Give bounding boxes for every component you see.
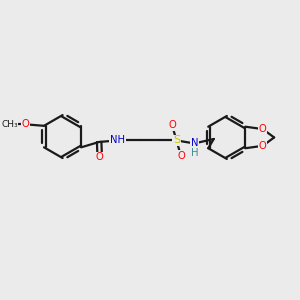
Text: O: O xyxy=(22,119,29,129)
Text: N: N xyxy=(191,138,198,148)
Text: CH₃: CH₃ xyxy=(1,120,18,129)
Text: O: O xyxy=(259,141,267,151)
Text: O: O xyxy=(96,152,103,163)
Text: O: O xyxy=(259,124,267,134)
Text: NH: NH xyxy=(110,135,125,146)
Text: O: O xyxy=(168,120,176,130)
Text: S: S xyxy=(173,135,180,146)
Text: H: H xyxy=(191,148,198,158)
Text: O: O xyxy=(177,151,185,161)
